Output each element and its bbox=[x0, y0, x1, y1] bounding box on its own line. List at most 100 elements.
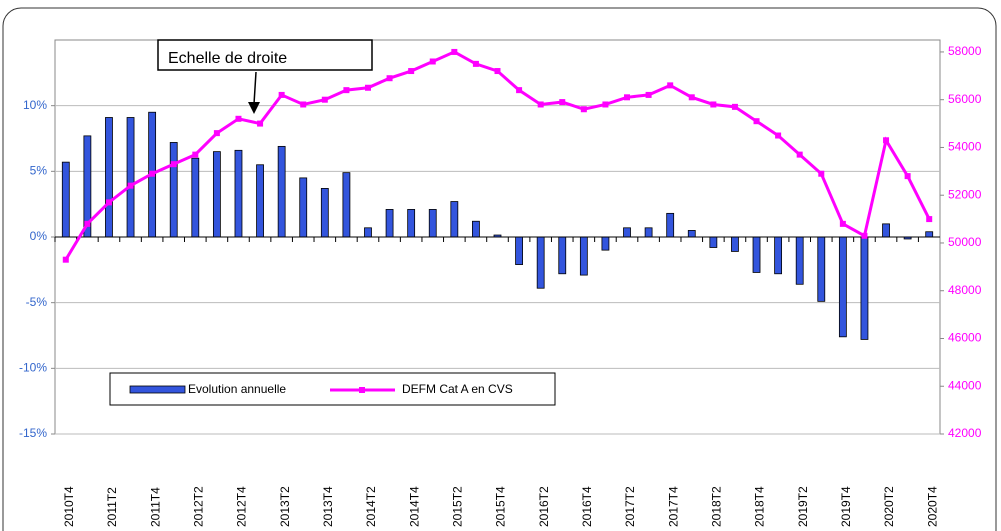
bar bbox=[169, 142, 178, 238]
bar bbox=[601, 236, 610, 251]
x-tick-label: 2015T2 bbox=[451, 486, 465, 527]
line-marker bbox=[149, 170, 156, 177]
x-tick-label: 2018T2 bbox=[710, 486, 724, 527]
x-tick-label: 2017T4 bbox=[666, 486, 680, 527]
line-marker bbox=[667, 82, 674, 89]
bar bbox=[191, 157, 200, 238]
legend-marker bbox=[359, 387, 365, 393]
bar bbox=[385, 209, 394, 238]
line-marker bbox=[537, 101, 544, 108]
bar bbox=[234, 149, 243, 238]
legend-label: DEFM Cat A en CVS bbox=[402, 382, 513, 396]
bar bbox=[623, 227, 631, 238]
bar bbox=[774, 236, 783, 275]
y2-tick-label: 58000 bbox=[948, 44, 982, 58]
legend-swatch bbox=[129, 385, 186, 394]
y2-tick-label: 44000 bbox=[948, 378, 982, 392]
bar bbox=[731, 236, 739, 252]
line-marker bbox=[624, 94, 631, 101]
line-marker bbox=[645, 91, 652, 98]
line-marker bbox=[386, 75, 393, 82]
line-marker bbox=[494, 68, 501, 75]
annotation-arrow bbox=[253, 71, 257, 105]
line-marker bbox=[451, 48, 458, 55]
line-marker bbox=[127, 182, 134, 189]
line-marker bbox=[84, 220, 91, 227]
y-tick-label: -5% bbox=[26, 295, 48, 309]
bar bbox=[450, 201, 459, 238]
line-marker bbox=[343, 87, 350, 94]
line-marker bbox=[775, 132, 782, 139]
x-tick-label: 2018T4 bbox=[753, 486, 767, 527]
x-tick-label: 2013T4 bbox=[321, 486, 335, 527]
line-marker bbox=[559, 99, 566, 106]
line-marker bbox=[796, 151, 803, 158]
x-tick-label: 2016T4 bbox=[580, 486, 594, 527]
line-marker bbox=[861, 232, 868, 239]
line-marker bbox=[818, 170, 825, 177]
annotation-arrowhead bbox=[248, 102, 260, 114]
line-marker bbox=[105, 199, 112, 206]
y-tick-label: -15% bbox=[19, 426, 47, 440]
bar bbox=[299, 177, 308, 238]
y2-tick-label: 56000 bbox=[948, 92, 982, 106]
bar bbox=[256, 164, 264, 238]
x-tick-label: 2020T4 bbox=[925, 486, 939, 527]
bar bbox=[838, 236, 847, 338]
x-tick-label: 2012T2 bbox=[191, 486, 205, 527]
bar bbox=[472, 220, 480, 238]
line-marker bbox=[364, 84, 371, 91]
bar bbox=[61, 161, 70, 238]
y-tick-label: -10% bbox=[19, 361, 47, 375]
x-tick-label: 2015T4 bbox=[494, 486, 508, 527]
bar bbox=[277, 145, 286, 238]
bar bbox=[709, 236, 718, 248]
annotation-box bbox=[157, 39, 373, 71]
x-tick-label: 2012T4 bbox=[235, 486, 249, 527]
y2-tick-label: 52000 bbox=[948, 187, 982, 201]
bar bbox=[342, 172, 351, 238]
y2-tick-label: 54000 bbox=[948, 140, 982, 154]
line-marker bbox=[192, 151, 199, 158]
bar bbox=[666, 212, 675, 238]
bar bbox=[795, 236, 804, 285]
bar bbox=[126, 117, 135, 238]
y2-tick-label: 42000 bbox=[948, 426, 982, 440]
line-marker bbox=[321, 96, 328, 103]
line-marker bbox=[278, 91, 285, 98]
bar bbox=[860, 236, 869, 340]
x-tick-label: 2014T4 bbox=[407, 486, 421, 527]
x-tick-label: 2019T4 bbox=[839, 486, 853, 527]
line-marker bbox=[516, 87, 523, 94]
y-tick-label: 0% bbox=[30, 229, 48, 243]
bar bbox=[644, 227, 653, 238]
x-tick-label: 2019T2 bbox=[796, 486, 810, 527]
bar bbox=[579, 236, 588, 276]
bar bbox=[212, 151, 221, 238]
y2-tick-label: 48000 bbox=[948, 283, 982, 297]
line-marker bbox=[235, 115, 242, 122]
line-marker bbox=[300, 101, 307, 108]
line-marker bbox=[602, 101, 609, 108]
bar bbox=[817, 236, 826, 302]
x-tick-label: 2013T2 bbox=[278, 486, 292, 527]
bar bbox=[536, 236, 545, 289]
y2-tick-label: 50000 bbox=[948, 235, 982, 249]
annotation-text: Echelle de droite bbox=[168, 50, 287, 67]
bar bbox=[752, 236, 761, 273]
bar bbox=[558, 236, 567, 275]
line-marker bbox=[710, 101, 717, 108]
bar bbox=[687, 230, 696, 238]
line-marker bbox=[213, 130, 220, 137]
bar bbox=[407, 209, 416, 238]
x-tick-label: 2011T2 bbox=[105, 487, 119, 527]
line-marker bbox=[926, 216, 933, 223]
x-tick-label: 2011T4 bbox=[148, 487, 162, 527]
bar bbox=[105, 117, 113, 238]
y-tick-label: 5% bbox=[30, 164, 48, 178]
line-marker bbox=[170, 161, 177, 168]
line-marker bbox=[904, 173, 911, 180]
x-tick-label: 2020T2 bbox=[882, 486, 896, 527]
line-marker bbox=[883, 137, 890, 144]
